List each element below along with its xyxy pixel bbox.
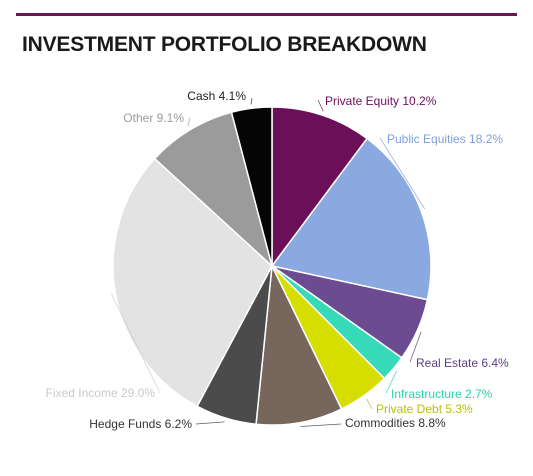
- leader-line: [110, 293, 161, 394]
- pie-slices: [112, 106, 432, 426]
- slice-labels: Private Equity 10.2% Public Equities 18.2…: [46, 89, 509, 431]
- leader-line: [385, 370, 397, 394]
- top-rule: [16, 13, 517, 16]
- slice-label: Cash 4.1%: [187, 89, 246, 103]
- leader-line: [366, 398, 373, 410]
- slice-other: [153, 111, 274, 269]
- slice-label: Hedge Funds 6.2%: [89, 417, 192, 431]
- slice-label: Fixed Income 29.0%: [46, 386, 156, 400]
- slice-fixed-income: [112, 157, 273, 408]
- leader-line: [187, 117, 191, 127]
- leader-line: [317, 99, 324, 112]
- slice-label: Infrastructure 2.7%: [391, 387, 493, 401]
- leader-line: [409, 331, 422, 363]
- slice-private-equity: [271, 106, 369, 269]
- leader-line: [250, 97, 253, 105]
- slice-label: Commodities 8.8%: [345, 416, 446, 430]
- slice-label: Other 9.1%: [123, 111, 184, 125]
- leader-line: [379, 137, 426, 210]
- slice-label: Private Debt 5.3%: [376, 402, 473, 416]
- slice-commodities: [255, 263, 343, 426]
- slice-public-equities: [270, 137, 432, 301]
- leader-line: [300, 423, 342, 427]
- slice-cash: [230, 106, 273, 267]
- slice-label: Private Equity 10.2%: [325, 94, 437, 108]
- slice-label: Public Equities 18.2%: [387, 132, 503, 146]
- chart-title: INVESTMENT PORTFOLIO BREAKDOWN: [22, 33, 427, 56]
- slice-label: Real Estate 6.4%: [416, 356, 509, 370]
- leader-line: [195, 421, 225, 425]
- label-leaders: [110, 97, 426, 427]
